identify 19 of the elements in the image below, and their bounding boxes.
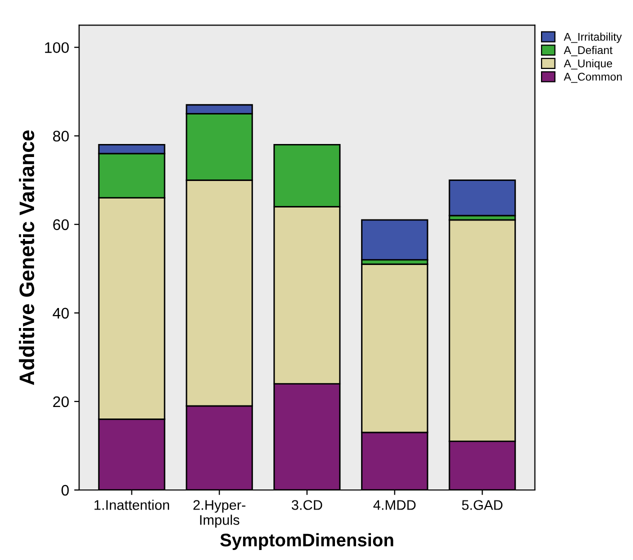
bar [448,179,516,216]
y-tick-label: 80 [53,130,69,142]
y-tick-label: 0 [62,484,69,496]
x-tick-label: 2.Hyper- Impuls [193,500,246,528]
x-tick-label: 5.GAD [462,500,502,510]
y-tick-label: 20 [53,396,69,408]
y-tick-label: 40 [52,308,69,319]
y-tick-label: 100 [45,42,69,54]
legend-label: A_Unique [564,59,612,70]
legend-label: A_Irritability [564,32,622,43]
x-tick-label: 1.Inattention [94,500,170,510]
x-tick-label: 4.MDD [373,500,416,510]
bar [361,219,428,261]
y-axis-title: Additive Genetic Variance [18,130,34,386]
legend-label: A_Defiant [564,46,612,56]
y-tick-label: 60 [53,219,69,230]
x-axis-title: SymptomDimension [220,533,394,550]
legend-label: A_Common [564,72,622,83]
x-tick-label: 3.CD [292,500,322,510]
